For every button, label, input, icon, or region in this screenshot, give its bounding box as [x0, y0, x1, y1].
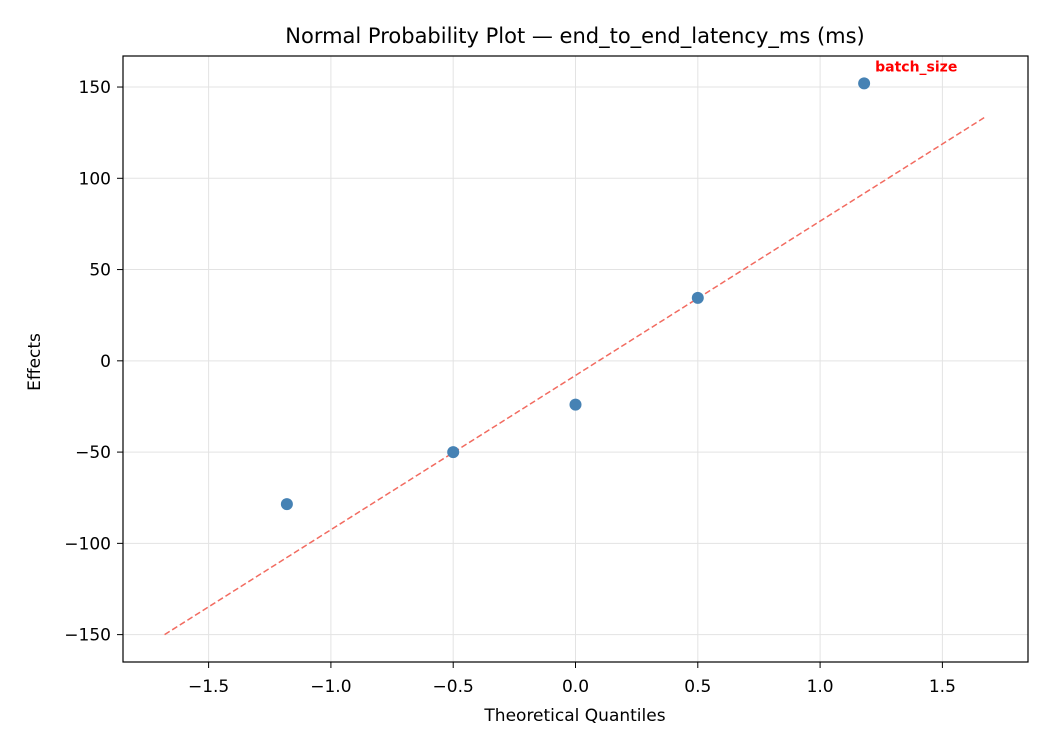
- x-tick-label: 0.0: [562, 677, 589, 697]
- x-tick-label: −0.5: [433, 677, 474, 697]
- data-point: [691, 291, 704, 304]
- annotations: batch_size: [875, 59, 957, 75]
- x-tick-label: −1.5: [188, 677, 229, 697]
- data-point: [447, 446, 460, 459]
- chart-title: Normal Probability Plot — end_to_end_lat…: [285, 24, 864, 49]
- data-point: [858, 77, 871, 90]
- annotation-label: batch_size: [875, 59, 957, 75]
- y-tick-label: 0: [100, 352, 111, 372]
- y-tick-label: −50: [75, 443, 111, 463]
- x-tick-label: 0.5: [684, 677, 711, 697]
- x-tick-label: −1.0: [310, 677, 351, 697]
- x-axis: −1.5 −1.0 −0.5 0.0 0.5 1.0 1.5: [188, 662, 956, 697]
- y-tick-label: −100: [64, 534, 111, 554]
- x-tick-label: 1.0: [807, 677, 834, 697]
- y-axis: 150 100 50 0 −50 −100 −150: [64, 78, 123, 646]
- y-axis-label: Effects: [25, 333, 45, 391]
- x-tick-label: 1.5: [929, 677, 956, 697]
- y-tick-label: −150: [64, 626, 111, 646]
- grid: [123, 56, 1028, 662]
- y-tick-label: 50: [89, 261, 111, 281]
- data-points: [280, 77, 871, 511]
- y-tick-label: 100: [79, 169, 111, 189]
- y-tick-label: 150: [79, 78, 111, 98]
- data-point: [280, 498, 293, 511]
- x-axis-label: Theoretical Quantiles: [483, 706, 665, 726]
- data-point: [569, 398, 582, 411]
